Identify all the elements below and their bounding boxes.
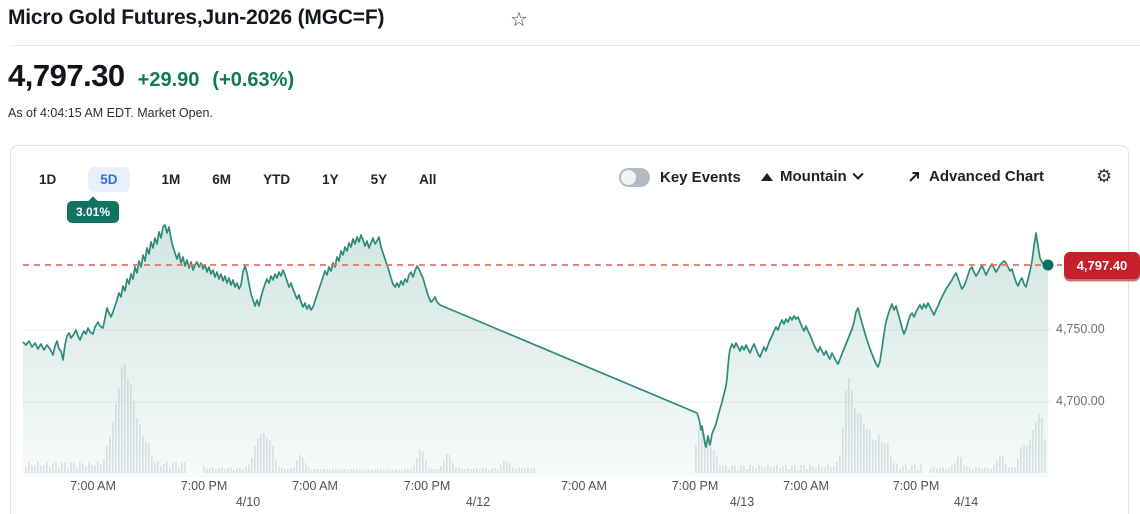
range-tab-5y[interactable]: 5Y bbox=[370, 171, 388, 187]
range-tab-5d[interactable]: 5D bbox=[88, 166, 130, 192]
chevron-down-icon bbox=[851, 168, 864, 180]
settings-gear-icon[interactable]: ⚙ bbox=[1096, 166, 1113, 186]
range-tab-ytd[interactable]: YTD bbox=[263, 171, 291, 187]
advanced-chart-label: Advanced Chart bbox=[929, 168, 1045, 185]
key-events-control: Key Events bbox=[619, 168, 741, 187]
key-events-toggle[interactable] bbox=[619, 168, 650, 187]
chart-type-label: Mountain bbox=[780, 168, 847, 185]
as-of-timestamp: As of 4:04:15 AM EDT. Market Open. bbox=[8, 106, 213, 120]
range-change-badge: 3.01% bbox=[67, 201, 120, 223]
range-tabs: 1D 5D 1M 6M YTD 1Y 5Y All bbox=[39, 164, 436, 194]
range-tab-6m[interactable]: 6M bbox=[212, 171, 232, 187]
star-icon[interactable]: ☆ bbox=[510, 9, 528, 31]
price-change: +29.90 bbox=[137, 69, 200, 91]
price-row: 4,797.30 +29.90 (+0.63%) bbox=[8, 58, 294, 94]
key-events-label: Key Events bbox=[660, 169, 741, 186]
chart-card: 1D 5D 1M 6M YTD 1Y 5Y All 3.01% Key Events Moun… bbox=[10, 145, 1129, 514]
price-change-percent: (+0.63%) bbox=[212, 69, 295, 91]
last-price: 4,797.30 bbox=[8, 58, 125, 93]
page-title: Micro Gold Futures,Jun-2026 (MGC=F) bbox=[8, 6, 385, 29]
expand-arrow-icon bbox=[909, 171, 919, 182]
range-tab-1y[interactable]: 1Y bbox=[322, 171, 339, 187]
toggle-knob bbox=[621, 170, 636, 185]
range-tab-1m[interactable]: 1M bbox=[161, 171, 181, 187]
range-tab-1d[interactable]: 1D bbox=[39, 171, 57, 187]
mountain-icon bbox=[761, 172, 773, 181]
advanced-chart-button[interactable]: Advanced Chart bbox=[907, 168, 1044, 185]
header-divider bbox=[10, 45, 1140, 46]
current-price-tag: 4,797.40 bbox=[1064, 252, 1140, 279]
range-tab-all[interactable]: All bbox=[419, 171, 437, 187]
chart-type-dropdown[interactable]: Mountain bbox=[761, 168, 864, 185]
